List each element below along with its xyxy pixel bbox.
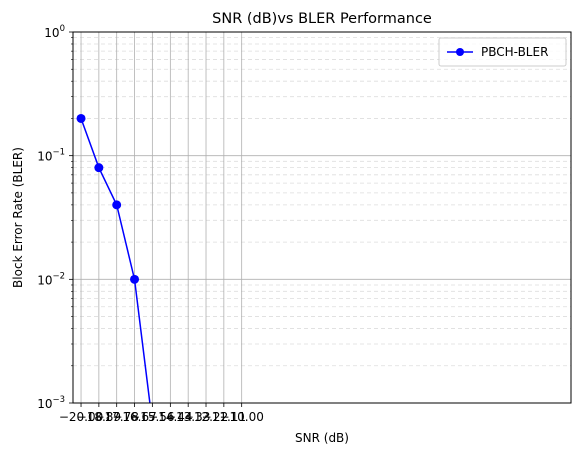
x-tick-label: −13.33	[166, 410, 210, 424]
x-tick-label: −18.89	[77, 410, 121, 424]
plot-frame	[72, 31, 572, 404]
x-tick-label: −20.00	[59, 410, 103, 424]
x-tick-label: −11.11	[202, 410, 246, 424]
minor-grid	[73, 37, 571, 367]
data-point	[94, 163, 104, 173]
x-tick-label: −14.44	[148, 410, 192, 424]
x-axis-ticks: −20.00−18.89−17.78−16.67−15.56−14.44−13.…	[59, 403, 264, 424]
y-axis-label: Block Error Rate (BLER)	[11, 147, 25, 288]
series-layer	[76, 113, 151, 403]
y-tick-label: 10−3	[37, 395, 65, 411]
data-point	[112, 200, 122, 210]
series-line	[80, 118, 151, 403]
legend-marker-swatch	[456, 48, 464, 56]
x-tick-label: −15.56	[130, 410, 174, 424]
y-tick-label: 10−2	[37, 271, 65, 287]
x-tick-label: −12.22	[184, 410, 228, 424]
y-axis-ticks: 10−3 10−2 10−1 100	[37, 24, 73, 411]
legend: PBCH-BLER	[438, 37, 567, 67]
major-grid	[73, 31, 571, 404]
legend-box	[438, 37, 567, 67]
x-tick-label: −10.00	[219, 410, 263, 424]
x-axis-label: SNR (dB)	[295, 431, 349, 445]
data-point	[76, 113, 86, 123]
y-tick-label: 10−1	[37, 148, 65, 164]
legend-label: PBCH-BLER	[481, 45, 548, 59]
data-point	[130, 274, 140, 284]
chart-title: SNR (dB)vs BLER Performance	[212, 11, 432, 27]
y-tick-label: 100	[44, 24, 65, 40]
x-tick-label: −17.78	[94, 410, 138, 424]
x-tick-label: −16.67	[112, 410, 156, 424]
